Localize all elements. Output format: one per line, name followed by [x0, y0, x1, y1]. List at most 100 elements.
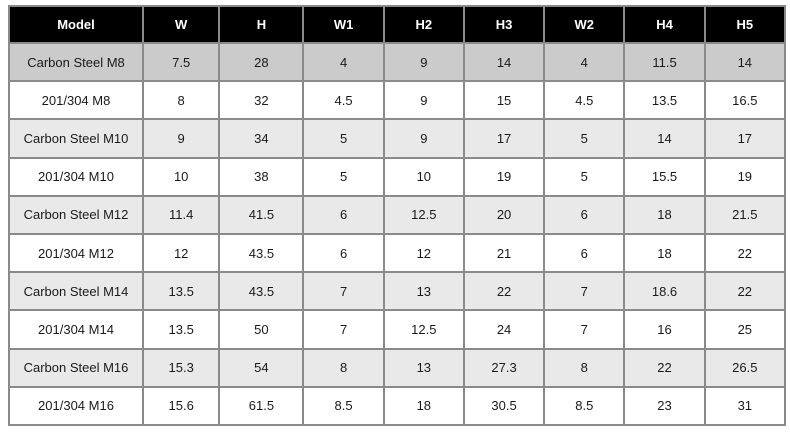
value-cell: 13: [382, 271, 465, 312]
value-cell: 7.5: [141, 41, 221, 83]
value-cell: 13.5: [141, 309, 221, 350]
value-cell: 7: [543, 271, 626, 312]
table-row: 201/304 M16 15.6 61.5 8.5 18 30.5 8.5 23…: [8, 385, 787, 427]
value-cell: 10: [382, 156, 465, 197]
value-cell: 24: [462, 309, 546, 350]
value-cell: 18: [623, 194, 706, 235]
column-header-w2: W2: [543, 5, 626, 44]
value-cell: 4: [543, 41, 626, 83]
value-cell: 28: [218, 41, 305, 83]
value-cell: 12: [141, 232, 221, 274]
value-cell: 11.5: [623, 41, 706, 83]
value-cell: 10: [141, 156, 221, 197]
value-cell: 11.4: [141, 194, 221, 235]
value-cell: 17: [462, 118, 546, 159]
value-cell: 32: [218, 80, 305, 121]
value-cell: 22: [703, 271, 787, 312]
value-cell: 8.5: [302, 385, 385, 427]
model-cell: Carbon Steel M8: [8, 41, 144, 83]
model-cell: 201/304 M12: [8, 232, 144, 274]
value-cell: 9: [382, 41, 465, 83]
table-row: 201/304 M8 8 32 4.5 9 15 4.5 13.5 16.5: [8, 80, 787, 121]
value-cell: 13: [382, 347, 465, 388]
value-cell: 21.5: [703, 194, 787, 235]
value-cell: 14: [462, 41, 546, 83]
value-cell: 13.5: [141, 271, 221, 312]
value-cell: 5: [543, 118, 626, 159]
value-cell: 54: [218, 347, 305, 388]
value-cell: 13.5: [623, 80, 706, 121]
value-cell: 8: [302, 347, 385, 388]
value-cell: 5: [543, 156, 626, 197]
value-cell: 12.5: [382, 309, 465, 350]
column-header-w1: W1: [302, 5, 385, 44]
value-cell: 43.5: [218, 271, 305, 312]
column-header-w: W: [141, 5, 221, 44]
value-cell: 5: [302, 156, 385, 197]
table-row: 201/304 M14 13.5 50 7 12.5 24 7 16 25: [8, 309, 787, 350]
value-cell: 19: [462, 156, 546, 197]
value-cell: 31: [703, 385, 787, 427]
value-cell: 14: [703, 41, 787, 83]
table-row: Carbon Steel M8 7.5 28 4 9 14 4 11.5 14: [8, 41, 787, 83]
value-cell: 4: [302, 41, 385, 83]
column-header-h4: H4: [623, 5, 706, 44]
value-cell: 6: [302, 194, 385, 235]
value-cell: 27.3: [462, 347, 546, 388]
model-cell: Carbon Steel M12: [8, 194, 144, 235]
table-row: Carbon Steel M10 9 34 5 9 17 5 14 17: [8, 118, 787, 159]
value-cell: 22: [462, 271, 546, 312]
value-cell: 7: [302, 309, 385, 350]
value-cell: 26.5: [703, 347, 787, 388]
value-cell: 34: [218, 118, 305, 159]
table-row: 201/304 M10 10 38 5 10 19 5 15.5 19: [8, 156, 787, 197]
value-cell: 8.5: [543, 385, 626, 427]
model-cell: 201/304 M16: [8, 385, 144, 427]
value-cell: 18.6: [623, 271, 706, 312]
value-cell: 18: [623, 232, 706, 274]
value-cell: 21: [462, 232, 546, 274]
column-header-h3: H3: [462, 5, 546, 44]
value-cell: 4.5: [302, 80, 385, 121]
value-cell: 17: [703, 118, 787, 159]
value-cell: 25: [703, 309, 787, 350]
value-cell: 19: [703, 156, 787, 197]
column-header-h5: H5: [703, 5, 787, 44]
value-cell: 7: [302, 271, 385, 312]
value-cell: 9: [382, 80, 465, 121]
value-cell: 16.5: [703, 80, 787, 121]
value-cell: 15: [462, 80, 546, 121]
model-cell: 201/304 M14: [8, 309, 144, 350]
value-cell: 6: [302, 232, 385, 274]
spec-table-container: Model W H W1 H2 H3 W2 H4 H5 Carbon Steel…: [8, 5, 787, 427]
value-cell: 23: [623, 385, 706, 427]
header-row: Model W H W1 H2 H3 W2 H4 H5: [8, 5, 787, 44]
value-cell: 16: [623, 309, 706, 350]
value-cell: 14: [623, 118, 706, 159]
value-cell: 20: [462, 194, 546, 235]
table-row: Carbon Steel M16 15.3 54 8 13 27.3 8 22 …: [8, 347, 787, 388]
value-cell: 43.5: [218, 232, 305, 274]
model-cell: Carbon Steel M14: [8, 271, 144, 312]
value-cell: 15.5: [623, 156, 706, 197]
value-cell: 50: [218, 309, 305, 350]
value-cell: 22: [703, 232, 787, 274]
table-row: 201/304 M12 12 43.5 6 12 21 6 18 22: [8, 232, 787, 274]
value-cell: 4.5: [543, 80, 626, 121]
value-cell: 9: [141, 118, 221, 159]
value-cell: 12.5: [382, 194, 465, 235]
value-cell: 6: [543, 194, 626, 235]
value-cell: 30.5: [462, 385, 546, 427]
column-header-h2: H2: [382, 5, 465, 44]
value-cell: 5: [302, 118, 385, 159]
value-cell: 8: [543, 347, 626, 388]
value-cell: 41.5: [218, 194, 305, 235]
table-row: Carbon Steel M12 11.4 41.5 6 12.5 20 6 1…: [8, 194, 787, 235]
model-cell: 201/304 M10: [8, 156, 144, 197]
value-cell: 15.3: [141, 347, 221, 388]
value-cell: 12: [382, 232, 465, 274]
model-cell: Carbon Steel M16: [8, 347, 144, 388]
value-cell: 61.5: [218, 385, 305, 427]
column-header-h: H: [218, 5, 305, 44]
value-cell: 8: [141, 80, 221, 121]
